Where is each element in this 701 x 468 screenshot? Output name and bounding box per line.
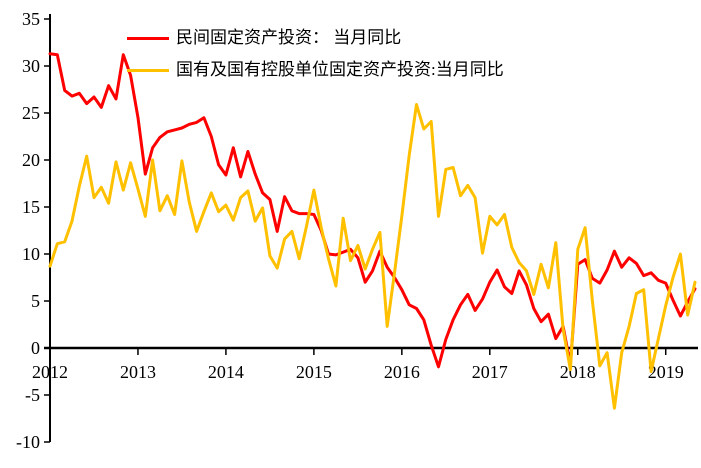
legend-item-soe-fai: 国有及国有控股单位固定资产投资:当月同比 bbox=[127, 59, 504, 81]
x-axis-tick-label: 2016 bbox=[384, 362, 420, 382]
y-axis-tick-label: 35 bbox=[22, 9, 40, 29]
y-axis-tick-label: 5 bbox=[31, 291, 40, 311]
y-axis-tick-label: 10 bbox=[22, 244, 40, 264]
y-axis-tick-label: -5 bbox=[25, 385, 40, 405]
chart-legend: 民间固定资产投资： 当月同比 国有及国有控股单位固定资产投资:当月同比 bbox=[127, 27, 504, 81]
y-axis-tick-label: -10 bbox=[16, 432, 40, 452]
y-axis-tick-label: 30 bbox=[22, 56, 40, 76]
legend-label-soe-fai: 国有及国有控股单位固定资产投资:当月同比 bbox=[176, 60, 504, 79]
x-axis-tick-label: 2014 bbox=[208, 362, 244, 382]
y-axis-tick-label: 15 bbox=[22, 197, 40, 217]
y-axis-tick-label: 0 bbox=[31, 338, 40, 358]
legend-line-yellow bbox=[127, 68, 169, 72]
series-line-1 bbox=[48, 103, 697, 410]
legend-line-red bbox=[127, 36, 169, 40]
y-axis-tick-label: 25 bbox=[22, 103, 40, 123]
legend-label-private-fai: 民间固定资产投资： 当月同比 bbox=[176, 28, 402, 47]
x-axis-tick-label: 2015 bbox=[296, 362, 332, 382]
x-axis-tick-label: 2018 bbox=[560, 362, 596, 382]
x-axis-tick-label: 2017 bbox=[472, 362, 508, 382]
x-axis-tick-label: 2019 bbox=[648, 362, 684, 382]
x-axis-tick-label: 2013 bbox=[120, 362, 156, 382]
legend-item-private-fai: 民间固定资产投资： 当月同比 bbox=[127, 27, 504, 49]
y-axis-tick-label: 20 bbox=[22, 150, 40, 170]
